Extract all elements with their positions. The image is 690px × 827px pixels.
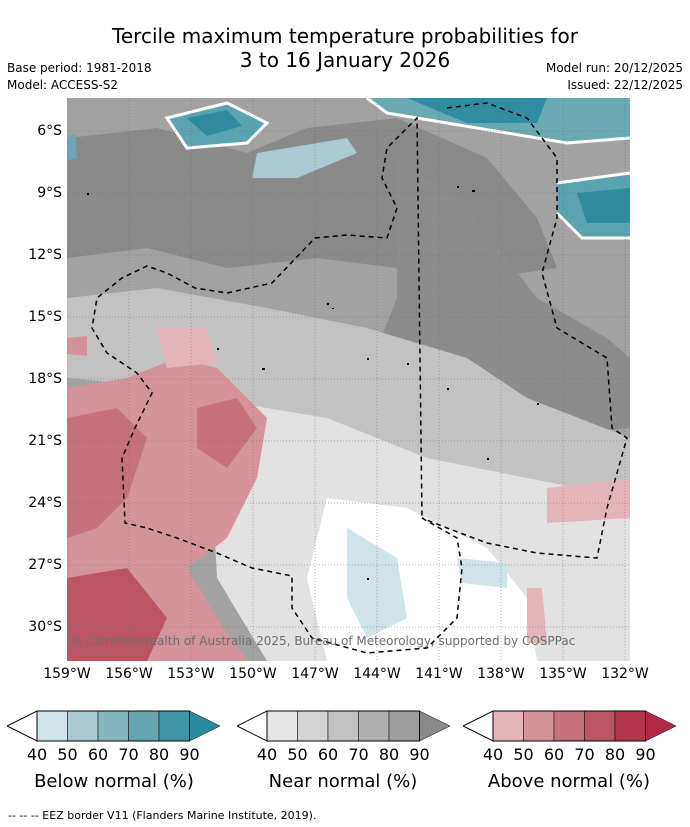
below-normal-core-1 <box>187 110 242 136</box>
lon-label: 150°W <box>229 666 277 682</box>
above-normal-region-3 <box>67 568 167 661</box>
lon-label: 144°W <box>353 666 401 682</box>
colorbar-swatch <box>388 710 420 742</box>
colorbar-swatch <box>327 710 359 742</box>
colorbar-tick: 70 <box>118 745 139 764</box>
colorbar-tick: 80 <box>148 745 170 764</box>
colorbar-tick: 60 <box>543 745 565 764</box>
colorbar-tick: 50 <box>287 745 308 764</box>
above-normal-region-7 <box>547 478 630 523</box>
model-run: Model run: 20/12/2025 <box>545 61 683 75</box>
colorbar-swatch <box>523 710 555 742</box>
copyright-notice: © Commonwealth of Australia 2025, Bureau… <box>70 634 576 648</box>
probability-map <box>67 98 630 661</box>
colorbar-tick: 80 <box>604 745 626 764</box>
colorbar-tick: 90 <box>409 745 430 764</box>
probability-contour <box>164 98 630 240</box>
colorbar-label-above-normal: Above normal (%) <box>487 771 651 792</box>
colorbar-high-arrow <box>189 710 221 742</box>
eez-footnote: -- -- -- EEZ border V11 (Flanders Marine… <box>8 809 317 822</box>
colorbar-swatch <box>584 710 616 742</box>
colorbar-swatch <box>614 710 646 742</box>
colorbar-swatch <box>128 710 160 742</box>
colorbar-swatch <box>36 710 68 742</box>
colorbar-tick: 90 <box>635 745 656 764</box>
colorbar-swatch <box>266 710 298 742</box>
above-normal-region-4 <box>197 398 257 468</box>
above-normal-region-2 <box>67 408 147 538</box>
below-normal-region-4 <box>252 138 357 178</box>
below-normal-region-6 <box>457 558 507 588</box>
colorbar-tick: 60 <box>87 745 109 764</box>
above-normal-region-8 <box>527 588 547 643</box>
colorbar-high-arrow <box>419 710 451 742</box>
colorbar-swatch <box>158 710 190 742</box>
lat-label: 21°S <box>28 433 62 449</box>
colorbar-tick: 70 <box>574 745 595 764</box>
below-normal-region-7 <box>67 133 77 160</box>
lon-label: 141°W <box>415 666 463 682</box>
lat-label: 30°S <box>28 619 62 635</box>
lat-label: 12°S <box>28 247 62 263</box>
issued-date: Issued: 22/12/2025 <box>567 78 683 92</box>
colorbar-label-near-normal: Near normal (%) <box>268 771 418 792</box>
colorbar-swatch <box>297 710 329 742</box>
below-normal-core-3 <box>577 188 630 223</box>
lat-label: 9°S <box>37 185 62 201</box>
colorbar-tick: 90 <box>179 745 200 764</box>
colorbar-low-arrow <box>463 710 494 742</box>
colorbar-tick: 70 <box>348 745 369 764</box>
colorbar-near-normal <box>237 710 451 742</box>
colorbar-below-normal <box>7 710 221 742</box>
model-name: Model: ACCESS-S2 <box>7 78 119 92</box>
islands <box>87 186 539 580</box>
below-normal-core-2 <box>407 98 547 123</box>
above-normal-region-5 <box>157 328 217 368</box>
map-title-line2: 3 to 16 January 2026 <box>239 48 451 72</box>
colorbar-tick: 40 <box>256 745 278 764</box>
colorbar-tick: 40 <box>482 745 504 764</box>
map-canvas <box>67 98 630 661</box>
lon-label: 159°W <box>43 666 91 682</box>
lat-label: 6°S <box>37 123 62 139</box>
lon-label: 153°W <box>167 666 215 682</box>
lat-label: 24°S <box>28 495 62 511</box>
colorbar-label-below-normal: Below normal (%) <box>34 771 194 792</box>
colorbar-tick: 50 <box>513 745 534 764</box>
base-period: Base period: 1981-2018 <box>7 61 152 75</box>
colorbar-high-arrow <box>645 710 677 742</box>
graticule <box>67 98 630 661</box>
lat-label: 27°S <box>28 557 62 573</box>
lon-label: 138°W <box>477 666 525 682</box>
colorbar-tick: 50 <box>57 745 78 764</box>
colorbar-tick: 60 <box>317 745 339 764</box>
colorbar-swatch <box>358 710 390 742</box>
lat-label: 15°S <box>28 309 62 325</box>
lon-label: 135°W <box>539 666 587 682</box>
lon-label: 156°W <box>105 666 153 682</box>
colorbar-tick: 80 <box>378 745 400 764</box>
colorbar-tick: 40 <box>26 745 48 764</box>
colorbar-swatch <box>492 710 524 742</box>
map-title-line1: Tercile maximum temperature probabilitie… <box>112 24 578 48</box>
colorbar-swatch <box>67 710 99 742</box>
lon-label: 147°W <box>291 666 339 682</box>
eez-border <box>91 102 628 654</box>
colorbar-low-arrow <box>237 710 268 742</box>
below-normal-region-5 <box>347 528 407 638</box>
colorbar-swatch <box>97 710 129 742</box>
lat-label: 18°S <box>28 371 62 387</box>
above-normal-region-6 <box>67 336 87 356</box>
colorbar-above-normal <box>463 710 677 742</box>
colorbar-low-arrow <box>7 710 38 742</box>
lon-label: 132°W <box>601 666 649 682</box>
colorbar-swatch <box>553 710 585 742</box>
